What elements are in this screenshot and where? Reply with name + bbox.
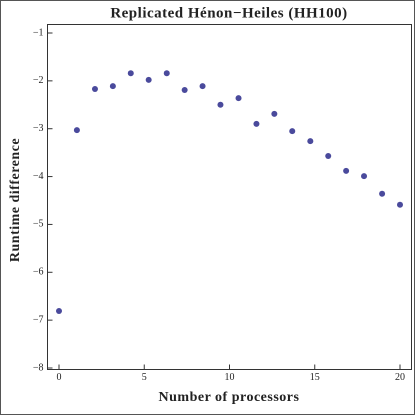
y-tick-label: −1 xyxy=(33,27,44,38)
point xyxy=(145,76,152,83)
x-axis-label: Number of processors xyxy=(159,390,300,405)
y-tick-label: −3 xyxy=(33,123,44,134)
y-tick-label: −6 xyxy=(33,267,44,278)
y-tick-label: −8 xyxy=(33,362,44,373)
x-tick-label: 5 xyxy=(142,372,147,383)
y-axis-label: Runtime difference xyxy=(8,138,23,262)
x-tick-label: 20 xyxy=(395,372,405,383)
y-tick-label: −5 xyxy=(33,219,44,230)
point xyxy=(253,120,260,127)
y-tick-label: −4 xyxy=(33,171,44,182)
point xyxy=(307,138,314,145)
point xyxy=(91,85,98,92)
y-tick-label: −7 xyxy=(33,314,44,325)
point xyxy=(397,201,403,208)
point xyxy=(163,70,170,77)
point xyxy=(361,173,368,180)
y-tick-label: −2 xyxy=(33,75,44,86)
point xyxy=(271,110,278,117)
point xyxy=(181,86,188,93)
point xyxy=(325,152,332,159)
point xyxy=(235,95,242,102)
point xyxy=(109,83,116,90)
x-tick-label: 10 xyxy=(225,372,235,383)
point xyxy=(199,83,206,90)
point xyxy=(127,70,134,77)
x-tick-label: 15 xyxy=(310,372,320,383)
point xyxy=(217,101,224,108)
point xyxy=(56,308,62,315)
point xyxy=(73,127,80,134)
x-tick-label: 0 xyxy=(57,372,62,383)
point xyxy=(379,190,386,197)
point xyxy=(343,167,350,174)
point xyxy=(289,128,296,135)
chart-title: Replicated Hénon−Heiles (HH100) xyxy=(110,5,347,21)
